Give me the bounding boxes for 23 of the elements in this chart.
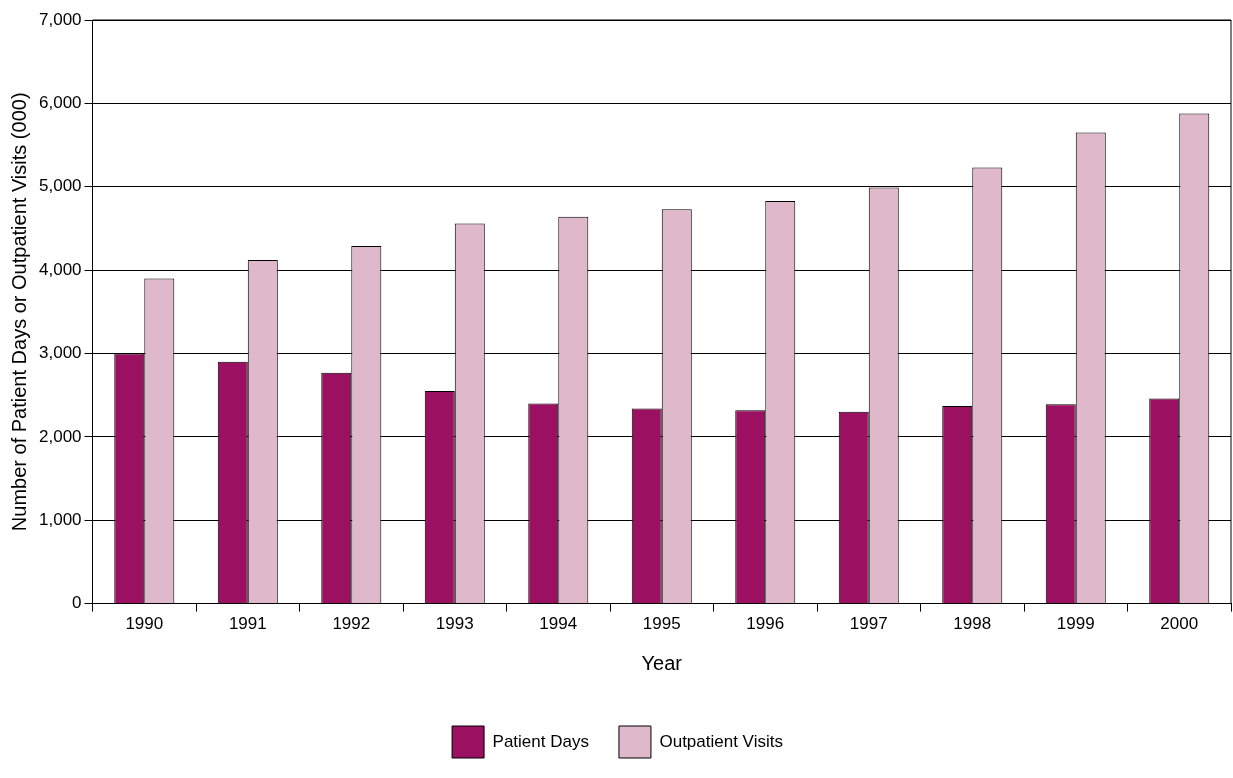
x-tick-label: 1995: [642, 614, 681, 634]
legend-label: Outpatient Visits: [659, 731, 783, 751]
x-axis-title: Year: [641, 651, 683, 674]
x-tick-label: 1993: [435, 614, 474, 634]
y-tick-label: 1,000: [38, 509, 82, 529]
y-tick-label: 4,000: [38, 259, 82, 279]
legend-label: Patient Days: [492, 731, 589, 751]
x-tick-label: 1994: [539, 614, 578, 634]
y-tick-label: 5,000: [38, 176, 82, 196]
y-axis-title: Number of Patient Days or Outpatient Visits (000): [7, 92, 30, 532]
x-tick-label: 1999: [1056, 614, 1095, 634]
x-tick-label: 1990: [125, 614, 164, 634]
x-tick-label: 1991: [228, 614, 267, 634]
y-tick-label: 7,000: [38, 9, 82, 29]
y-tick-label: 3,000: [38, 343, 82, 363]
x-tick-label: 1992: [332, 614, 371, 634]
y-tick-label: 6,000: [38, 93, 82, 113]
x-tick-label: 2000: [1160, 614, 1199, 634]
y-tick-label: 0: [72, 593, 82, 613]
x-tick-label: 1996: [746, 614, 785, 634]
x-tick-label: 1997: [849, 614, 888, 634]
x-tick-label: 1998: [953, 614, 992, 634]
y-tick-label: 2,000: [38, 426, 82, 446]
